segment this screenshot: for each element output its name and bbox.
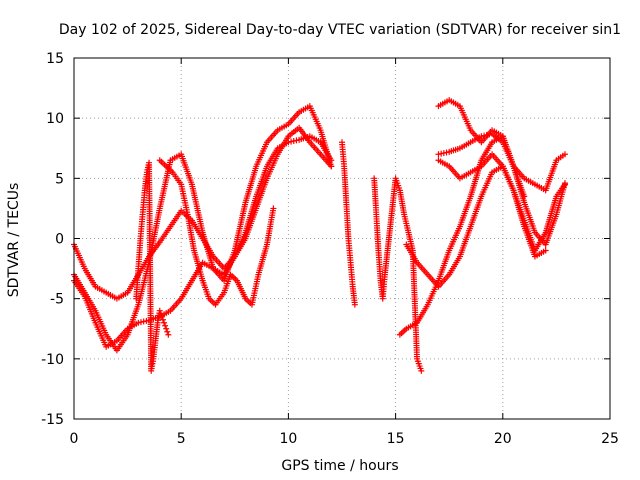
- series-track-g: [435, 97, 568, 194]
- series-track-j: [133, 159, 172, 374]
- x-axis-label: GPS time / hours: [281, 458, 398, 474]
- data-point: [418, 367, 425, 374]
- data-point: [156, 307, 163, 314]
- data-point: [163, 325, 170, 332]
- series-track-k: [339, 139, 425, 374]
- data-point: [165, 331, 172, 338]
- series-track-d: [156, 157, 277, 308]
- data-point: [162, 322, 169, 329]
- data-point: [157, 310, 164, 317]
- data-point: [443, 149, 450, 156]
- data-point: [478, 133, 485, 140]
- data-point: [561, 151, 568, 158]
- y-tick-label: 0: [55, 232, 64, 248]
- series-track-c: [71, 124, 335, 350]
- series-track-i: [396, 133, 528, 338]
- data-point: [159, 316, 166, 323]
- data-point: [542, 247, 549, 254]
- y-axis-label: SDTVAR / TECUs: [6, 183, 22, 298]
- data-point: [143, 317, 150, 324]
- y-tick-label: 10: [46, 111, 64, 127]
- x-tick-label: 20: [494, 431, 512, 447]
- x-tick-label: 15: [387, 431, 405, 447]
- data-point: [270, 205, 277, 212]
- data-point: [521, 193, 528, 200]
- data-point: [158, 313, 165, 320]
- x-tick-label: 10: [279, 431, 297, 447]
- data-point: [164, 328, 171, 335]
- data-point: [435, 151, 442, 158]
- series-track-h: [403, 163, 549, 290]
- plot-frame: [73, 57, 611, 420]
- grid-lines: [74, 58, 610, 419]
- x-tick-label: 0: [70, 431, 79, 447]
- data-point: [293, 137, 300, 144]
- y-tick-label: 5: [55, 171, 64, 187]
- data-point: [138, 319, 144, 326]
- data-point: [288, 138, 295, 145]
- x-tick-label: 5: [177, 431, 186, 447]
- chart-title: Day 102 of 2025, Sidereal Day-to-day VTE…: [59, 22, 621, 38]
- series-track-f: [435, 130, 568, 248]
- data-point: [290, 138, 297, 145]
- data-point: [438, 150, 445, 157]
- y-tick-label: -5: [50, 292, 64, 308]
- data-point: [351, 301, 358, 308]
- data-point: [440, 150, 447, 157]
- x-tick-label: 25: [601, 431, 619, 447]
- data-points: [71, 97, 568, 374]
- series-track-b: [71, 103, 335, 354]
- data-point: [328, 163, 335, 170]
- y-tick-label: 15: [46, 51, 64, 67]
- data-point: [161, 319, 168, 326]
- data-point: [140, 318, 147, 325]
- data-point: [135, 319, 142, 326]
- y-tick-label: -10: [41, 352, 64, 368]
- data-point: [561, 180, 568, 187]
- y-tick-label: -15: [41, 412, 64, 428]
